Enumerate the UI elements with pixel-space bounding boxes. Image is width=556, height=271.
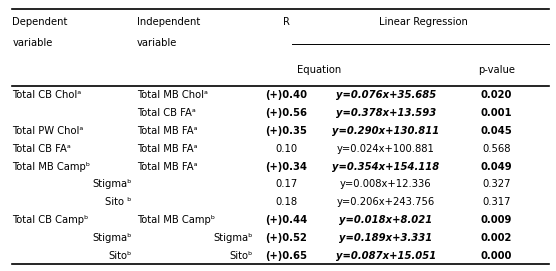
- Text: p-value: p-value: [478, 65, 515, 75]
- Text: Linear Regression: Linear Regression: [379, 18, 468, 27]
- Text: (+)0.40: (+)0.40: [265, 90, 307, 100]
- Text: y=0.076x+35.685: y=0.076x+35.685: [336, 90, 436, 100]
- Text: Sitoᵇ: Sitoᵇ: [230, 251, 253, 261]
- Text: (+)0.34: (+)0.34: [265, 162, 307, 172]
- Text: 0.17: 0.17: [275, 179, 297, 189]
- Text: variable: variable: [137, 38, 177, 48]
- Text: R: R: [283, 18, 290, 27]
- Text: y=0.087x+15.051: y=0.087x+15.051: [336, 251, 436, 261]
- Text: Stigmaᵇ: Stigmaᵇ: [214, 233, 253, 243]
- Text: 0.327: 0.327: [482, 179, 511, 189]
- Text: variable: variable: [12, 38, 53, 48]
- Text: Total MB Campᵇ: Total MB Campᵇ: [12, 162, 91, 172]
- Text: (+)0.44: (+)0.44: [265, 215, 307, 225]
- Text: Total MB Campᵇ: Total MB Campᵇ: [137, 215, 215, 225]
- Text: 0.10: 0.10: [275, 144, 297, 154]
- Text: 0.18: 0.18: [275, 197, 297, 207]
- Text: Sito ᵇ: Sito ᵇ: [105, 197, 131, 207]
- Text: Stigmaᵇ: Stigmaᵇ: [92, 179, 131, 189]
- Text: 0.317: 0.317: [482, 197, 511, 207]
- Text: Total MB Cholᵃ: Total MB Cholᵃ: [137, 90, 208, 100]
- Text: Total MB FAᵃ: Total MB FAᵃ: [137, 144, 197, 154]
- Text: Total MB FAᵃ: Total MB FAᵃ: [137, 126, 197, 136]
- Text: y=0.189x+3.331: y=0.189x+3.331: [339, 233, 433, 243]
- Text: Total MB FAᵃ: Total MB FAᵃ: [137, 162, 197, 172]
- Text: 0.568: 0.568: [482, 144, 511, 154]
- Text: Total CB FAᵃ: Total CB FAᵃ: [12, 144, 71, 154]
- Text: (+)0.35: (+)0.35: [265, 126, 307, 136]
- Text: 0.049: 0.049: [481, 162, 512, 172]
- Text: 0.045: 0.045: [480, 126, 513, 136]
- Text: Total CB Campᵇ: Total CB Campᵇ: [12, 215, 89, 225]
- Text: (+)0.56: (+)0.56: [265, 108, 307, 118]
- Text: 0.001: 0.001: [481, 108, 512, 118]
- Text: 0.002: 0.002: [481, 233, 512, 243]
- Text: Total CB FAᵃ: Total CB FAᵃ: [137, 108, 196, 118]
- Text: (+)0.52: (+)0.52: [265, 233, 307, 243]
- Text: y=0.290x+130.811: y=0.290x+130.811: [332, 126, 439, 136]
- Text: y=0.018x+8.021: y=0.018x+8.021: [339, 215, 433, 225]
- Text: Sitoᵇ: Sitoᵇ: [108, 251, 131, 261]
- Text: Stigmaᵇ: Stigmaᵇ: [92, 233, 131, 243]
- Text: y=0.354x+154.118: y=0.354x+154.118: [332, 162, 439, 172]
- Text: Independent: Independent: [137, 18, 200, 27]
- Text: Equation: Equation: [297, 65, 341, 75]
- Text: Total CB Cholᵃ: Total CB Cholᵃ: [12, 90, 82, 100]
- Text: y=0.008x+12.336: y=0.008x+12.336: [340, 179, 431, 189]
- Text: y=0.206x+243.756: y=0.206x+243.756: [337, 197, 435, 207]
- Text: 0.000: 0.000: [481, 251, 512, 261]
- Text: 0.020: 0.020: [481, 90, 512, 100]
- Text: Dependent: Dependent: [12, 18, 68, 27]
- Text: y=0.378x+13.593: y=0.378x+13.593: [336, 108, 436, 118]
- Text: Total PW Cholᵃ: Total PW Cholᵃ: [12, 126, 84, 136]
- Text: 0.009: 0.009: [481, 215, 512, 225]
- Text: (+)0.65: (+)0.65: [265, 251, 307, 261]
- Text: y=0.024x+100.881: y=0.024x+100.881: [337, 144, 435, 154]
